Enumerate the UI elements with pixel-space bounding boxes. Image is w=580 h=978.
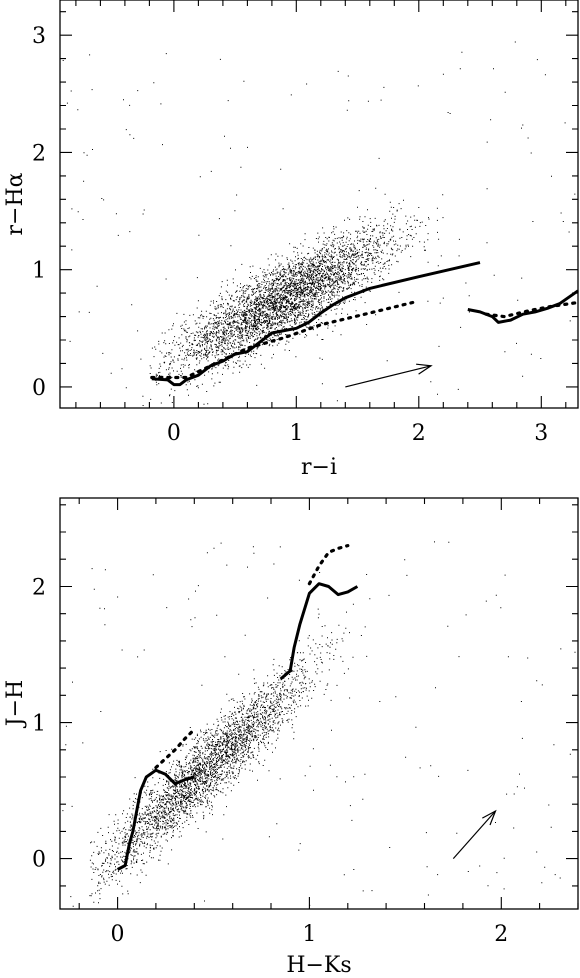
bottom-point-cloud [62, 541, 576, 907]
top-x-axis-label: r−i [301, 455, 337, 480]
bottom-curve-1-dotted [154, 727, 196, 770]
top-tick-labels: 0 1 2 3 0 1 2 3 [32, 24, 548, 446]
top-curve-2-solid [467, 289, 579, 324]
top-y-tick-label: 0 [32, 376, 46, 401]
bottom-curve-2-solid [279, 582, 359, 681]
bottom-tick-marks [60, 498, 579, 909]
bottom-tick-labels: 0 1 2 0 1 2 [32, 575, 508, 947]
top-tick-marks [60, 0, 578, 408]
bottom-curve-3-dotted [307, 543, 350, 586]
top-x-tick-label: 2 [412, 421, 426, 446]
bottom-y-tick-label: 2 [32, 575, 46, 600]
top-plot-frame [59, 0, 579, 409]
bottom-curve-0-solid [116, 768, 195, 871]
top-curve-3-dotted [484, 300, 580, 319]
top-scatter-points [62, 41, 576, 406]
top-curves [150, 261, 580, 387]
bottom-plot-frame [59, 497, 579, 910]
top-y-tick-label: 3 [32, 24, 46, 49]
bottom-curves [116, 543, 359, 871]
bottom-y-tick-label: 0 [32, 848, 46, 873]
top-y-axis-label: r−Hα [3, 172, 28, 235]
top-vector-arrowhead [416, 363, 433, 375]
bottom-x-tick-label: 1 [302, 922, 316, 947]
top-y-tick-label: 1 [32, 259, 46, 284]
top-reddening-vector [345, 363, 433, 388]
top-vector-shaft [345, 365, 432, 388]
top-ticks [60, 0, 578, 408]
top-x-tick-label: 3 [534, 421, 548, 446]
bottom-y-tick-label: 1 [32, 712, 46, 737]
top-curve-0-solid [151, 261, 481, 387]
panel-bottom: 0 1 2 0 1 2 H−Ks J−H [3, 497, 579, 978]
top-point-cloud [62, 41, 576, 406]
bottom-scatter-points [62, 541, 576, 907]
bottom-vector-shaft [452, 810, 496, 860]
top-y-tick-label: 2 [32, 141, 46, 166]
bottom-ticks [60, 498, 579, 909]
top-curve-1-dotted [150, 300, 415, 380]
panel-top: 0 1 2 3 0 1 2 3 r−i r−Hα [3, 0, 580, 480]
bottom-x-tick-label: 2 [494, 922, 508, 947]
bottom-x-axis-label: H−Ks [286, 953, 351, 978]
top-x-tick-label: 1 [289, 421, 303, 446]
bottom-reddening-vector [452, 809, 497, 860]
bottom-x-tick-label: 0 [111, 922, 125, 947]
bottom-vector-arrowhead [482, 809, 497, 826]
top-x-tick-label: 0 [167, 421, 181, 446]
bottom-y-axis-label: J−H [3, 680, 28, 728]
